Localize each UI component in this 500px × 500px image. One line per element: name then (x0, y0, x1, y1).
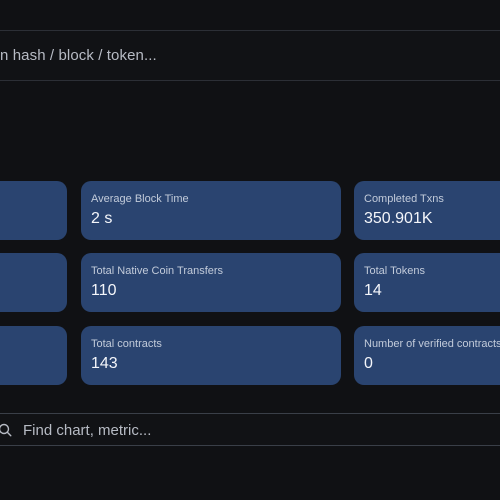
stat-card-left-2 (0, 253, 67, 312)
stat-label: Total Tokens (364, 265, 425, 277)
stat-card-total-native-coin-transfers: Total Native Coin Transfers 110 (81, 253, 341, 312)
chart-search-placeholder: Find chart, metric... (23, 422, 152, 439)
stat-card-total-contracts: Total contracts 143 (81, 326, 341, 385)
stat-value: 0 (364, 355, 373, 372)
global-search-bar[interactable]: n hash / block / token... (0, 30, 500, 81)
stat-card-average-block-time: Average Block Time 2 s (81, 181, 341, 240)
stat-value: 14 (364, 282, 382, 299)
stat-value: 110 (91, 282, 117, 299)
stat-card-left-3 (0, 326, 67, 385)
chart-search-input[interactable]: Find chart, metric... (0, 413, 500, 446)
stat-label: Total contracts (91, 338, 162, 350)
stat-value: 2 s (91, 210, 113, 227)
stat-card-verified-contracts: Number of verified contracts 0 (354, 326, 500, 385)
stat-label: Average Block Time (91, 193, 189, 205)
stat-card-total-tokens: Total Tokens 14 (354, 253, 500, 312)
stat-label: Total Native Coin Transfers (91, 265, 224, 277)
stat-label: Completed Txns (364, 193, 444, 205)
stat-label: Number of verified contracts (364, 338, 500, 350)
search-icon (0, 423, 12, 437)
stat-value: 143 (91, 355, 118, 372)
stat-value: 350.901K (364, 210, 433, 227)
stat-card-completed-txns: Completed Txns 350.901K (354, 181, 500, 240)
global-search-placeholder: n hash / block / token... (0, 47, 157, 64)
stat-card-left-1 (0, 181, 67, 240)
